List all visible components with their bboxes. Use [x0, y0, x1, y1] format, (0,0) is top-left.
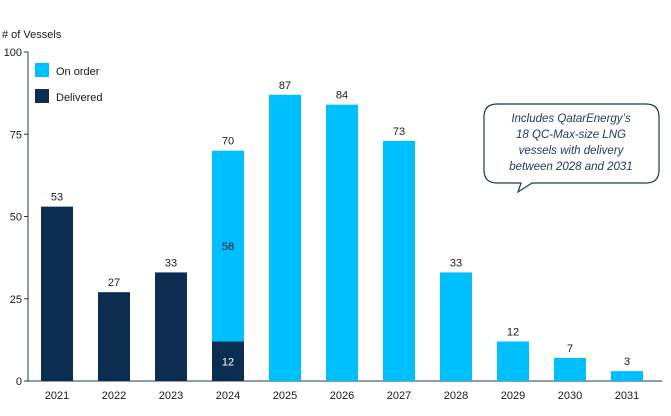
bar-total-label: 87 — [279, 80, 291, 92]
segment-label-delivered: 12 — [222, 356, 234, 368]
bar-total-label: 70 — [222, 136, 234, 148]
annotation-line: vessels with delivery — [518, 145, 624, 157]
x-tick-label: 2023 — [159, 390, 183, 402]
bar-on-order — [611, 371, 643, 381]
bar-total-label: 33 — [165, 257, 177, 269]
y-tick-label: 75 — [10, 129, 22, 141]
bar-on-order — [212, 150, 244, 342]
bar-on-order — [497, 341, 529, 381]
bar-total-label: 3 — [624, 356, 630, 368]
bar-on-order — [269, 94, 301, 382]
x-tick-label: 2030 — [558, 390, 582, 402]
legend-swatch-delivered — [35, 89, 49, 103]
x-tick-label: 2025 — [273, 390, 297, 402]
legend-swatch-on-order — [35, 63, 49, 77]
y-tick-label: 50 — [10, 212, 22, 224]
bar-delivered — [41, 206, 73, 381]
legend-label-delivered: Delivered — [56, 92, 102, 104]
bar-total-label: 73 — [393, 126, 405, 138]
annotation-line: between 2028 and 2031 — [509, 161, 633, 173]
bar-delivered — [155, 272, 187, 381]
x-tick-label: 2031 — [615, 390, 639, 402]
bar-total-label: 53 — [51, 192, 63, 204]
bar-total-label: 12 — [507, 327, 519, 339]
legend: On order Delivered — [35, 63, 102, 104]
x-tick-label: 2028 — [444, 390, 468, 402]
bar-total-label: 27 — [108, 277, 120, 289]
annotation-callout: Includes QatarEnergy’s 18 QC-Max-size LN… — [483, 104, 659, 182]
bar-on-order — [440, 272, 472, 381]
x-tick-label: 2026 — [330, 390, 354, 402]
y-tick-label: 100 — [4, 47, 22, 59]
legend-label-on-order: On order — [56, 66, 100, 78]
bar-on-order — [383, 140, 415, 381]
bar-on-order — [326, 104, 358, 381]
x-tick-label: 2024 — [216, 390, 240, 402]
y-axis-label: # of Vessels — [2, 29, 62, 41]
bar-total-label: 84 — [336, 90, 348, 102]
callout-bubble — [483, 103, 660, 194]
x-tick-label: 2022 — [102, 390, 126, 402]
bar-total-label: 33 — [450, 257, 462, 269]
x-tick-label: 2021 — [45, 390, 69, 402]
x-tick-label: 2027 — [387, 390, 411, 402]
x-tick-label: 2029 — [501, 390, 525, 402]
bar-total-label: 7 — [567, 343, 573, 355]
annotation-line: Includes QatarEnergy’s — [511, 113, 631, 125]
y-tick-label: 0 — [16, 376, 22, 388]
segment-label-on-order: 58 — [222, 241, 234, 253]
y-tick-label: 25 — [10, 294, 22, 306]
bar-on-order — [554, 357, 586, 381]
bar-delivered — [98, 292, 130, 381]
bar-delivered — [212, 341, 244, 381]
annotation-line: 18 QC-Max-size LNG — [516, 129, 626, 141]
